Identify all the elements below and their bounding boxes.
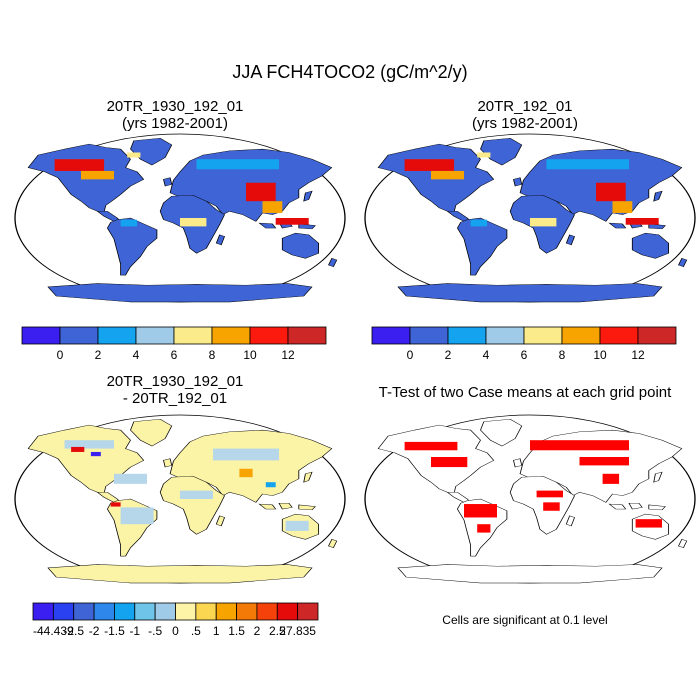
colorbar-bottom-left-label-4: -1 — [129, 624, 140, 638]
colorbar-top-right: 0 2 4 6 8 10 12 — [371, 326, 677, 362]
colorbar-top-right-label-5: 10 — [593, 348, 607, 362]
colorbar-bottom-left-box-1 — [52, 602, 75, 621]
colorbar-top-left-box-5 — [211, 326, 251, 345]
colorbar-top-right-box-7 — [637, 326, 677, 345]
colorbar-bottom-left-box-13 — [297, 602, 319, 621]
colorbar-bottom-left-label-7: .5 — [191, 624, 201, 638]
colorbar-top-right-box-1 — [409, 326, 449, 345]
colorbar-top-left-label-3: 6 — [171, 348, 178, 362]
colorbar-bottom-left-label-12: 27.835 — [279, 624, 316, 638]
colorbar-bottom-left-label-9: 1.5 — [228, 624, 245, 638]
panel-title-bottom-left: 20TR_1930_192_01 - 20TR_192_01 — [70, 373, 280, 407]
colorbar-top-left-label-4: 8 — [209, 348, 216, 362]
colorbar-bottom-left-label-5: -.5 — [148, 624, 162, 638]
panel-title-top-left-line1: 20TR_1930_192_01 — [106, 98, 244, 115]
colorbar-bottom-left: -44.439-2.5 -2 -1.5 -1 -.5 0 .5 1 1.5 2 2.527.835 — [32, 602, 319, 638]
map-bottom-left — [15, 415, 345, 583]
colorbar-top-right-box-5 — [561, 326, 601, 345]
colorbar-bottom-left-box-0 — [32, 602, 54, 621]
significance-note: Cells are significant at 0.1 level — [442, 613, 608, 627]
colorbar-bottom-left-box-12 — [276, 602, 299, 621]
panel-title-bottom-left-line1: 20TR_1930_192_01 — [106, 373, 244, 390]
map-bottom-right — [365, 415, 695, 583]
colorbar-top-right-label-3: 6 — [521, 348, 528, 362]
colorbar-top-left: 0 2 4 6 8 10 12 — [21, 326, 327, 362]
colorbar-top-left-label-2: 4 — [133, 348, 140, 362]
colorbar-top-right-label-4: 8 — [559, 348, 566, 362]
panel-title-top-right-line1: 20TR_192_01 — [477, 98, 573, 115]
panel-title-bottom-right: T-Test of two Case means at each grid po… — [378, 384, 672, 401]
colorbar-top-left-box-7 — [287, 326, 327, 345]
colorbar-top-right-box-3 — [485, 326, 525, 345]
colorbar-top-left-label-1: 2 — [95, 348, 102, 362]
colorbar-top-left-box-0 — [21, 326, 61, 345]
panel-title-top-left-line2: (yrs 1982-2001) — [122, 115, 228, 132]
colorbar-top-right-label-0: 0 — [407, 348, 414, 362]
hotspots-top-left — [54, 152, 309, 227]
colorbar-bottom-left-box-2 — [73, 602, 95, 621]
colorbar-bottom-left-label-8: 1 — [213, 624, 220, 638]
significant-cells — [404, 440, 662, 533]
colorbar-bottom-left-box-4 — [114, 602, 136, 621]
colorbar-bottom-left-label-10: 2 — [254, 624, 261, 638]
panel-title-top-right: 20TR_192_01 (yrs 1982-2001) — [420, 98, 630, 132]
map-top-left — [15, 134, 345, 302]
colorbar-bottom-left-box-11 — [256, 602, 278, 621]
colorbar-bottom-left-label-2: -2 — [89, 624, 100, 638]
colorbar-top-left-box-2 — [97, 326, 137, 345]
panel-title-top-right-line2: (yrs 1982-2001) — [472, 115, 578, 132]
colorbar-bottom-left-box-8 — [195, 602, 217, 621]
panel-title-top-left: 20TR_1930_192_01 (yrs 1982-2001) — [70, 98, 280, 132]
colorbar-bottom-left-box-3 — [93, 602, 115, 621]
colorbar-top-right-box-6 — [599, 326, 639, 345]
hotspots-top-right — [404, 152, 659, 227]
colorbar-bottom-left-box-10 — [236, 602, 258, 621]
colorbar-bottom-left-label-1: -2.5 — [63, 624, 84, 638]
colorbar-top-left-label-0: 0 — [57, 348, 64, 362]
colorbar-top-right-box-4 — [523, 326, 563, 345]
colorbar-top-left-label-6: 12 — [281, 348, 295, 362]
colorbar-bottom-left-label-3: -1.5 — [104, 624, 125, 638]
colorbar-bottom-left-box-5 — [134, 602, 156, 621]
panel-title-bottom-left-line2: - 20TR_192_01 — [122, 390, 228, 407]
colorbar-top-right-label-6: 12 — [631, 348, 645, 362]
colorbar-bottom-left-label-11: 2.5 — [269, 624, 286, 638]
diff-patches-bottom-left — [64, 440, 309, 531]
colorbar-top-right-label-2: 4 — [483, 348, 490, 362]
colorbar-top-right-box-2 — [447, 326, 487, 345]
colorbar-top-left-box-4 — [173, 326, 213, 345]
colorbar-top-left-box-1 — [59, 326, 99, 345]
colorbar-bottom-left-box-7 — [175, 602, 197, 621]
colorbar-top-right-label-1: 2 — [445, 348, 452, 362]
colorbar-top-right-box-0 — [371, 326, 411, 345]
main-title: JJA FCH4TOCO2 (gC/m^2/y) — [232, 62, 468, 82]
colorbar-bottom-left-box-6 — [154, 602, 176, 621]
colorbar-bottom-left-label-0: -44.439 — [33, 624, 74, 638]
colorbar-top-left-label-5: 10 — [243, 348, 257, 362]
colorbar-top-left-box-6 — [249, 326, 289, 345]
colorbar-top-left-box-3 — [135, 326, 175, 345]
colorbar-bottom-left-label-6: 0 — [172, 624, 179, 638]
colorbar-bottom-left-box-9 — [215, 602, 237, 621]
map-top-right — [365, 134, 695, 302]
